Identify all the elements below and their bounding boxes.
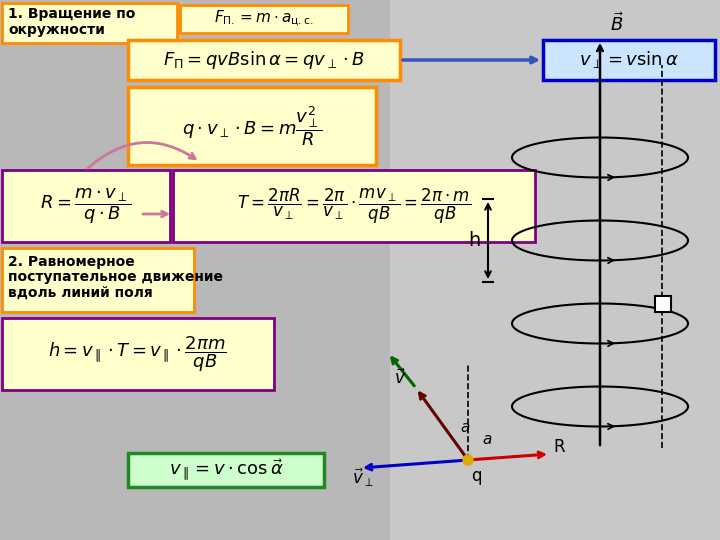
Bar <box>543 40 715 80</box>
Bar <box>2 3 177 43</box>
Bar <box>2 248 194 312</box>
Text: q: q <box>471 467 481 485</box>
Text: $F_{\Pi} = qvB\sin\alpha = qv_{\perp} \cdot B$: $F_{\Pi} = qvB\sin\alpha = qv_{\perp} \c… <box>163 49 365 71</box>
Bar <box>128 453 324 487</box>
Bar <box>655 296 671 312</box>
Text: $T = \dfrac{2\pi R}{v_{\perp}} = \dfrac{2\pi}{v_{\perp}} \cdot \dfrac{mv_{\perp}: $T = \dfrac{2\pi R}{v_{\perp}} = \dfrac{… <box>237 186 471 226</box>
Text: $R = \dfrac{m \cdot v_{\perp}}{q \cdot B}$: $R = \dfrac{m \cdot v_{\perp}}{q \cdot B… <box>40 186 132 226</box>
Bar <box>173 170 535 242</box>
Bar <box>2 170 170 242</box>
Text: $v_{\perp} = v\sin\alpha$: $v_{\perp} = v\sin\alpha$ <box>579 50 679 71</box>
Text: $q \cdot v_{\perp} \cdot B = m\dfrac{v_{\perp}^{2}}{R}$: $q \cdot v_{\perp} \cdot B = m\dfrac{v_{… <box>181 104 323 148</box>
Text: $F_{\mathrm{\Pi.}} = m \cdot a_{\mathrm{ц.с.}}$: $F_{\mathrm{\Pi.}} = m \cdot a_{\mathrm{… <box>215 9 314 29</box>
Text: R: R <box>553 438 564 456</box>
Bar <box>128 87 376 165</box>
Bar <box>128 40 400 80</box>
Circle shape <box>463 455 473 465</box>
Text: $v_{\parallel} = v \cdot \cos\vec{\alpha}$: $v_{\parallel} = v \cdot \cos\vec{\alpha… <box>168 457 284 483</box>
Text: поступательное движение: поступательное движение <box>8 270 223 284</box>
Bar <box>0 0 390 540</box>
Bar <box>180 5 348 33</box>
Text: 1. Вращение по: 1. Вращение по <box>8 7 135 21</box>
Bar <box>2 318 274 390</box>
Text: 2. Равномерное: 2. Равномерное <box>8 255 135 269</box>
Text: h: h <box>468 231 480 250</box>
Text: $\vec{v}$: $\vec{v}$ <box>394 368 406 388</box>
Text: $\vec{v}_{\perp}$: $\vec{v}_{\perp}$ <box>352 467 374 489</box>
Text: $h = v_{\parallel} \cdot T = v_{\parallel} \cdot \dfrac{2\pi m}{qB}$: $h = v_{\parallel} \cdot T = v_{\paralle… <box>48 334 226 374</box>
Text: вдоль линий поля: вдоль линий поля <box>8 286 153 300</box>
Text: $a$: $a$ <box>482 432 492 447</box>
Text: $a$: $a$ <box>460 420 470 435</box>
Text: окружности: окружности <box>8 23 105 37</box>
Text: $\vec{B}$: $\vec{B}$ <box>610 12 624 35</box>
